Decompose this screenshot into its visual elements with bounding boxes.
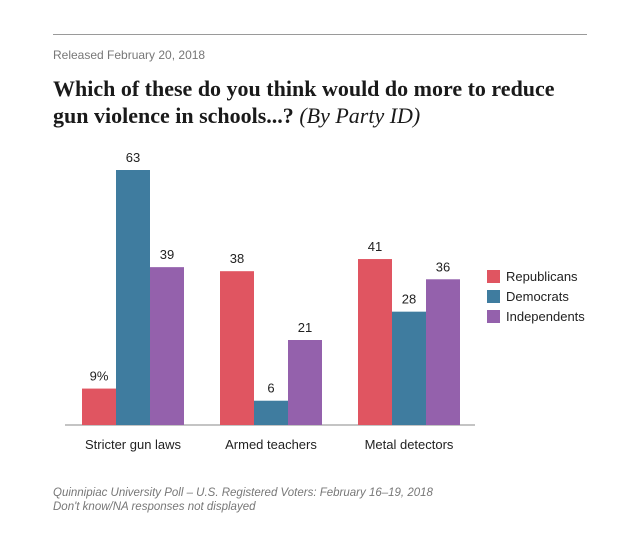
legend-label-democrats: Democrats — [506, 288, 569, 304]
legend-item-republicans: Republicans — [487, 267, 585, 285]
legend-label-republicans: Republicans — [506, 268, 578, 284]
data-label-republicans-2: 41 — [368, 239, 382, 254]
legend-swatch-republicans — [487, 269, 500, 283]
legend-swatch-democrats — [487, 289, 500, 303]
legend: Republicans Democrats Independents — [487, 267, 585, 327]
data-label-independents-2: 36 — [436, 259, 450, 274]
category-label-1: Armed teachers — [225, 437, 317, 452]
bar-republicans-1 — [220, 271, 254, 425]
legend-label-independents: Independents — [506, 308, 585, 324]
footnote-line: Don't know/NA responses not displayed — [53, 501, 256, 513]
release-date: Released February 20, 2018 — [53, 48, 206, 62]
data-label-independents-0: 39 — [160, 247, 174, 262]
chart-title: Which of these do you think would do mor… — [53, 75, 593, 129]
chart-subtitle: (By Party ID) — [299, 103, 421, 128]
data-label-independents-1: 21 — [298, 320, 312, 335]
bar-republicans-0 — [82, 388, 116, 425]
data-label-democrats-0: 63 — [126, 150, 140, 165]
bar-democrats-2 — [392, 311, 426, 425]
bar-independents-0 — [150, 267, 184, 425]
data-label-republicans-1: 38 — [230, 251, 244, 266]
data-label-democrats-1: 6 — [267, 381, 274, 396]
category-label-2: Metal detectors — [365, 437, 454, 452]
data-label-democrats-2: 28 — [402, 292, 416, 307]
source-line: Quinnipiac University Poll – U.S. Regist… — [53, 487, 433, 499]
category-label-0: Stricter gun laws — [85, 437, 182, 452]
legend-item-independents: Independents — [487, 307, 585, 325]
top-rule — [53, 34, 587, 35]
legend-item-democrats: Democrats — [487, 287, 585, 305]
chart-title-main: Which of these do you think would do mor… — [53, 76, 555, 128]
data-label-republicans-0: 9% — [90, 369, 109, 384]
bar-republicans-2 — [358, 259, 392, 425]
bar-independents-1 — [288, 340, 322, 425]
bar-democrats-0 — [116, 170, 150, 425]
bar-independents-2 — [426, 279, 460, 425]
bar-democrats-1 — [254, 400, 288, 425]
legend-swatch-independents — [487, 309, 500, 323]
source-note: Quinnipiac University Poll – U.S. Regist… — [53, 486, 433, 514]
